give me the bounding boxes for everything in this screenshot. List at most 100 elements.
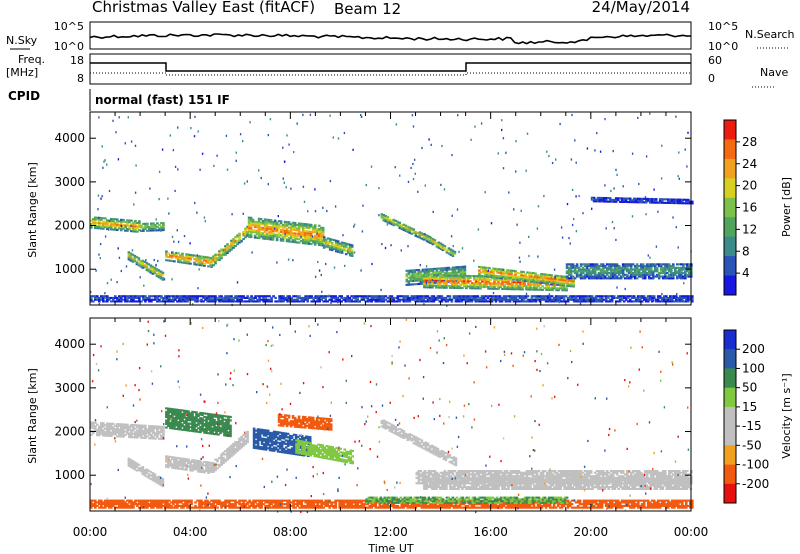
- heatmap-cell: [364, 295, 368, 298]
- heatmap-cell: [443, 248, 447, 251]
- heatmap-cell: [181, 409, 184, 412]
- heatmap-cell: [508, 274, 511, 277]
- heatmap-cell: [148, 227, 151, 230]
- heatmap-cell: [617, 270, 621, 273]
- heatmap-cell: [553, 287, 556, 290]
- heatmap-cell: [191, 459, 194, 462]
- heatmap-cell: [184, 298, 187, 301]
- heatmap-cell: [255, 226, 259, 229]
- heatmap-cell: [501, 280, 504, 283]
- heatmap-cell: [197, 470, 200, 473]
- heatmap-cell: [485, 282, 488, 285]
- heatmap-cell: [496, 269, 499, 272]
- heatmap-cell: [271, 233, 275, 236]
- heatmap-cell: [139, 468, 143, 471]
- heatmap-cell: [522, 300, 526, 303]
- heatmap-cell: [407, 273, 411, 276]
- heatmap-cell: [263, 221, 267, 224]
- heatmap-cell: [316, 296, 319, 299]
- heatmap-cell: [169, 462, 172, 465]
- heatmap-cell: [165, 419, 168, 422]
- heatmap-cell: [445, 251, 449, 254]
- heatmap-cell: [127, 258, 131, 261]
- heatmap-cell: [518, 275, 521, 278]
- heatmap-cell: [173, 413, 176, 416]
- heatmap-cell: [261, 221, 265, 224]
- heatmap-cell: [240, 435, 243, 438]
- heatmap-cell: [212, 257, 215, 260]
- heatmap-cell: [639, 268, 643, 271]
- heatmap-cell: [610, 200, 614, 203]
- heatmap-cell: [422, 295, 426, 298]
- heatmap-cell: [578, 296, 582, 299]
- heatmap-cell: [273, 223, 277, 226]
- heatmap-cell: [653, 266, 657, 269]
- heatmap-cell: [284, 298, 287, 301]
- heatmap-cell: [687, 300, 690, 303]
- heatmap-cell: [177, 257, 180, 260]
- heatmap-cell: [639, 273, 643, 276]
- heatmap-cell: [114, 228, 117, 231]
- noise-cell: [235, 159, 237, 162]
- heatmap-cell: [475, 287, 478, 290]
- heatmap-cell: [583, 265, 587, 268]
- heatmap-cell: [246, 225, 249, 228]
- heatmap-cell: [552, 296, 556, 299]
- heatmap-cell: [649, 265, 653, 268]
- heatmap-cell: [412, 298, 416, 301]
- heatmap-cell: [219, 430, 222, 433]
- heatmap-cell: [502, 270, 505, 273]
- heatmap-cell: [179, 410, 182, 413]
- heatmap-cell: [548, 295, 552, 298]
- heatmap-cell: [132, 429, 135, 432]
- heatmap-cell: [473, 283, 476, 286]
- heatmap-cell: [232, 296, 235, 299]
- heatmap-cell: [106, 425, 109, 428]
- noise-cell: [384, 246, 387, 250]
- heatmap-cell: [153, 480, 157, 483]
- noise-cell: [568, 237, 570, 240]
- heatmap-cell: [142, 436, 145, 439]
- heatmap-cell: [116, 435, 119, 438]
- heatmap-cell: [136, 436, 139, 439]
- heatmap-cell: [195, 411, 198, 414]
- heatmap-cell: [402, 298, 406, 301]
- heatmap-cell: [247, 220, 251, 223]
- heatmap-cell: [252, 434, 256, 437]
- noise-cell: [160, 229, 162, 232]
- heatmap-cell: [464, 298, 468, 301]
- heatmap-cell: [598, 196, 602, 199]
- heatmap-cell: [257, 235, 261, 238]
- heatmap-cell: [285, 231, 289, 234]
- heatmap-cell: [449, 250, 453, 253]
- heatmap-cell: [607, 265, 611, 268]
- heatmap-cell: [216, 258, 219, 261]
- heatmap-cell: [420, 296, 424, 299]
- heatmap-cell: [212, 298, 215, 301]
- heatmap-cell: [318, 300, 321, 303]
- heatmap-cell: [156, 296, 159, 299]
- heatmap-cell: [490, 276, 493, 279]
- heatmap-cell: [313, 241, 317, 244]
- heatmap-cell: [422, 296, 426, 299]
- heatmap-cell: [143, 474, 147, 477]
- heatmap-cell: [609, 265, 613, 268]
- heatmap-cell: [634, 199, 638, 202]
- heatmap-cell: [301, 226, 305, 229]
- heatmap-cell: [130, 429, 133, 432]
- heatmap-cell: [217, 428, 220, 431]
- heatmap-cell: [654, 300, 658, 303]
- heatmap-cell: [223, 415, 226, 418]
- heatmap-cell: [688, 265, 691, 268]
- heatmap-cell: [195, 414, 198, 417]
- heatmap-cell: [135, 263, 139, 266]
- heatmap-cell: [378, 295, 382, 298]
- heatmap-cell: [589, 266, 593, 269]
- heatmap-cell: [110, 296, 113, 299]
- heatmap-cell: [168, 296, 171, 299]
- heatmap-cell: [687, 296, 690, 299]
- heatmap-cell: [436, 296, 440, 299]
- heatmap-cell: [297, 238, 301, 241]
- heatmap-cell: [164, 298, 167, 301]
- heatmap-cell: [443, 286, 446, 289]
